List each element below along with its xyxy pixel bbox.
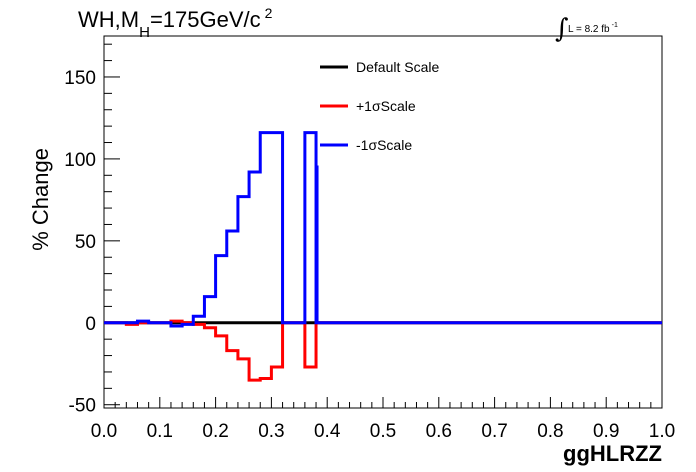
series-layer: [104, 131, 662, 382]
x-axis-title: ggHLRZZ: [563, 441, 662, 466]
x-tick-label: 0.8: [537, 421, 563, 442]
y-tick-label: 150: [64, 68, 96, 89]
series-plus1sigma-scale: [104, 319, 662, 382]
chart-title: WH,MH=175GeV/c 2: [78, 5, 273, 41]
x-tick-label: 0.3: [258, 421, 284, 442]
y-axis-title: % Change: [28, 148, 53, 251]
legend-label-plus1sigma: +1σScale: [356, 98, 416, 114]
x-tick-label: 0.4: [314, 421, 341, 442]
legend-label-minus1sigma: -1σScale: [356, 137, 412, 153]
x-tick-label: 0.6: [426, 421, 452, 442]
x-tick-label: 0.5: [370, 421, 396, 442]
series-minus1sigma-scale: [104, 131, 662, 328]
x-tick-label: 0.2: [202, 421, 228, 442]
legend: Default Scale +1σScale -1σScale: [320, 59, 439, 153]
y-tick-label: -50: [69, 396, 96, 417]
x-tick-label: 0.7: [481, 421, 507, 442]
x-tick-label: 0.1: [147, 421, 173, 442]
y-tick-label: 100: [64, 150, 96, 171]
axis-tick-labels: 0.0 0.1 0.2 0.3 0.4 0.5 0.6 0.7 0.8 0.9 1.0 -50 0 50 1…: [64, 68, 675, 442]
integral-sign: ∫: [555, 14, 569, 44]
luminosity-label: L = 8.2 fb -1: [568, 22, 618, 35]
plot-frame: [103, 35, 663, 409]
x-tick-label: 0.0: [91, 421, 117, 442]
y-tick-label: 0: [85, 314, 96, 335]
legend-label-default: Default Scale: [356, 59, 439, 75]
x-tick-label: 1.0: [649, 421, 675, 442]
axis-ticks: [103, 43, 663, 408]
x-tick-label: 0.9: [593, 421, 619, 442]
y-tick-label: 50: [75, 232, 96, 253]
